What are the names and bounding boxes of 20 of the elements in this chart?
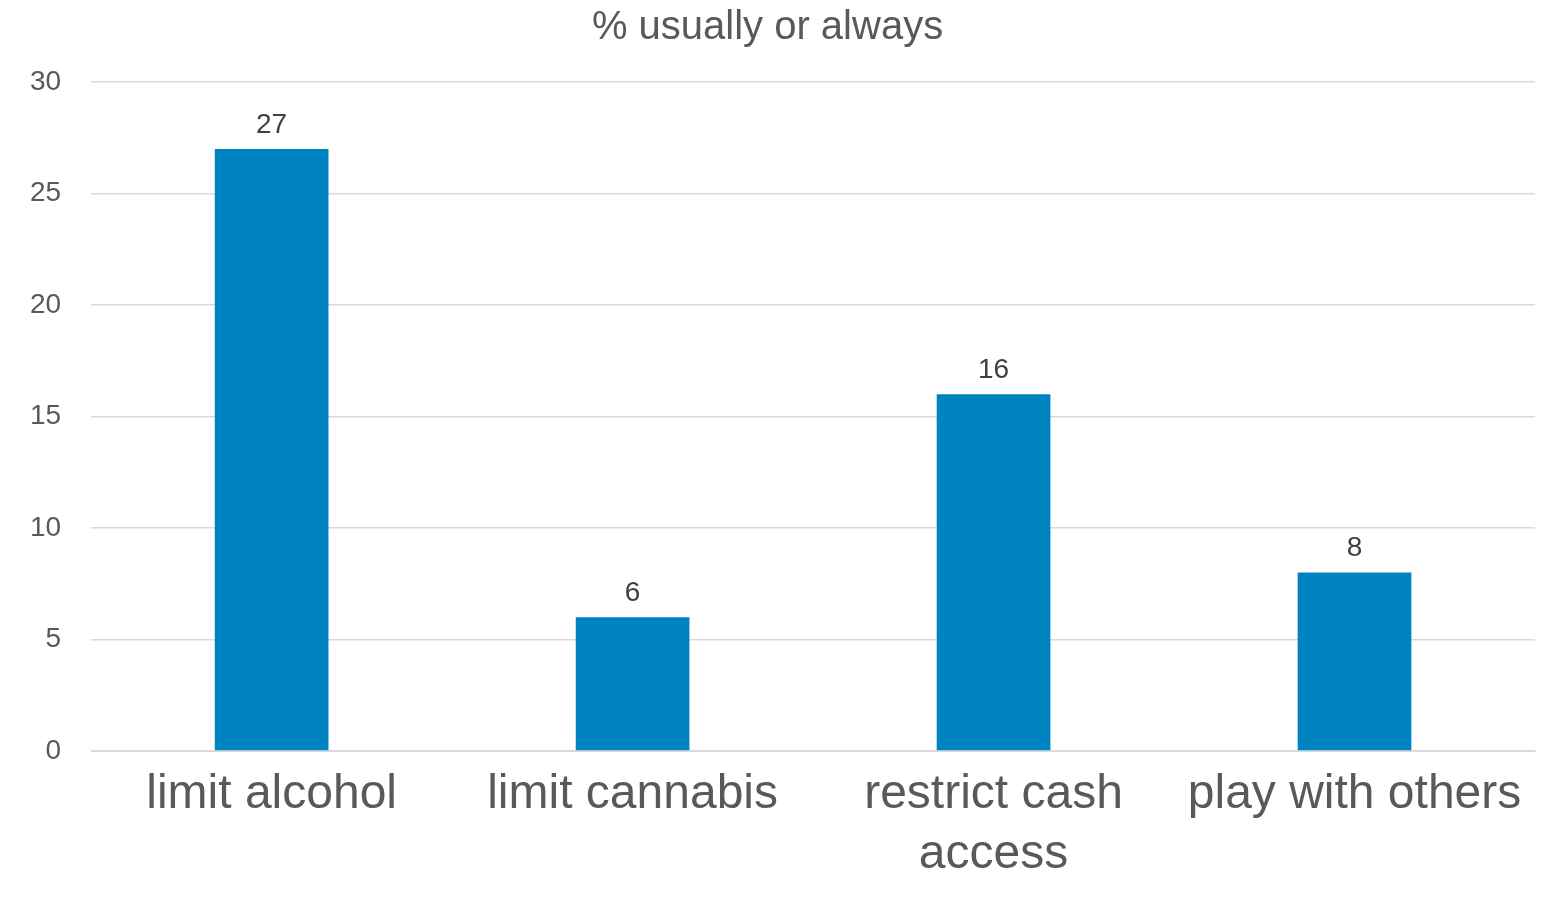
y-tick-label: 15 [29, 399, 62, 431]
x-tick-label: limit alcohol [146, 765, 398, 819]
bar [936, 394, 1051, 751]
y-tick-label: 0 [45, 733, 62, 765]
x-tick-label: restrict cash access [864, 765, 1123, 879]
bar [575, 617, 690, 751]
data-label: 16 [977, 352, 1010, 384]
bar [1297, 572, 1412, 751]
y-tick-label: 25 [29, 176, 62, 208]
y-tick-label: 10 [29, 510, 62, 542]
y-tick-label: 20 [29, 287, 62, 319]
data-label: 27 [256, 107, 288, 139]
bar [214, 148, 329, 751]
data-label: 8 [1346, 531, 1363, 563]
data-label: 6 [624, 575, 641, 607]
y-tick-label: 30 [29, 64, 62, 96]
y-tick-label: 5 [45, 622, 62, 654]
x-tick-label: limit cannabis [487, 765, 778, 819]
chart-title: % usually or always [591, 3, 944, 48]
x-tick-label: play with others [1187, 765, 1522, 819]
